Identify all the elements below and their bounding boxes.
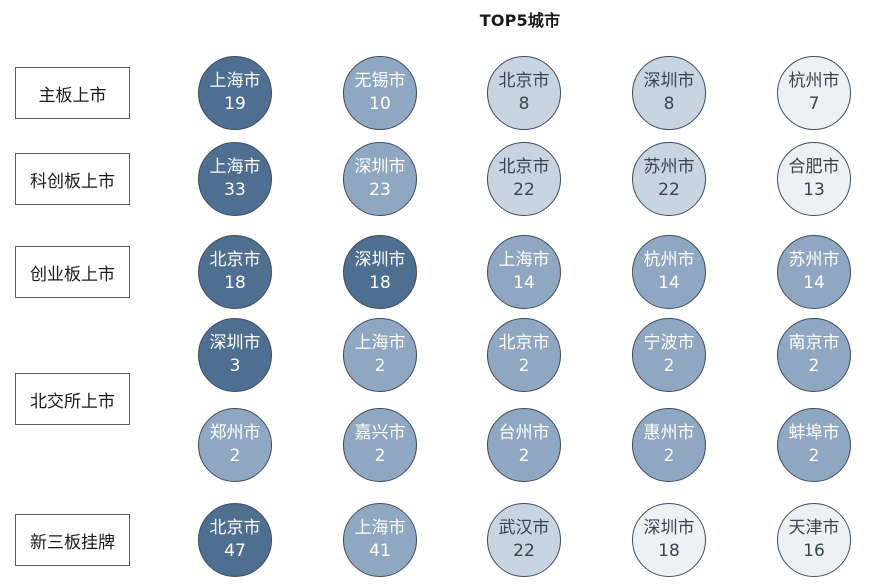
- city-name: 上海市: [354, 333, 406, 354]
- city-bubble: 合肥市 13: [777, 142, 851, 216]
- city-bubble: 深圳市 3: [198, 318, 272, 392]
- city-bubble: 台州市 2: [487, 408, 561, 482]
- city-bubble: 杭州市 14: [632, 235, 706, 309]
- city-name: 无锡市: [354, 71, 406, 92]
- city-count: 22: [658, 180, 680, 200]
- city-name: 杭州市: [788, 71, 840, 92]
- city-count: 18: [369, 273, 391, 293]
- city-name: 深圳市: [643, 71, 695, 92]
- city-count: 7: [808, 94, 820, 114]
- city-count: 2: [808, 446, 820, 466]
- city-name: 合肥市: [788, 157, 840, 178]
- chart-title: TOP5城市: [479, 11, 561, 30]
- city-count: 2: [374, 356, 386, 376]
- city-bubble: 深圳市 8: [632, 56, 706, 130]
- city-count: 41: [369, 541, 391, 561]
- city-count: 33: [224, 180, 246, 200]
- city-bubble: 北京市 47: [198, 503, 272, 577]
- city-bubble: 上海市 41: [343, 503, 417, 577]
- city-count: 14: [658, 273, 680, 293]
- city-count: 2: [518, 356, 530, 376]
- city-bubble: 北京市 22: [487, 142, 561, 216]
- board-label: 主板上市: [15, 67, 130, 119]
- city-name: 深圳市: [209, 333, 261, 354]
- city-count: 14: [803, 273, 825, 293]
- city-name: 天津市: [788, 518, 840, 539]
- city-bubble: 郑州市 2: [198, 408, 272, 482]
- city-bubble: 惠州市 2: [632, 408, 706, 482]
- city-count: 10: [369, 94, 391, 114]
- city-count: 47: [224, 541, 246, 561]
- city-name: 北京市: [209, 250, 261, 271]
- city-name: 上海市: [354, 518, 406, 539]
- city-bubble: 深圳市 23: [343, 142, 417, 216]
- city-count: 2: [663, 356, 675, 376]
- city-name: 嘉兴市: [354, 423, 406, 444]
- city-name: 上海市: [498, 250, 550, 271]
- city-name: 宁波市: [643, 333, 695, 354]
- city-count: 2: [808, 356, 820, 376]
- city-count: 2: [663, 446, 675, 466]
- city-bubble: 武汉市 22: [487, 503, 561, 577]
- board-label: 北交所上市: [15, 373, 130, 425]
- city-name: 上海市: [209, 71, 261, 92]
- city-count: 14: [513, 273, 535, 293]
- city-bubble: 苏州市 22: [632, 142, 706, 216]
- city-count: 18: [224, 273, 246, 293]
- city-name: 上海市: [209, 157, 261, 178]
- city-name: 北京市: [209, 518, 261, 539]
- city-bubble: 深圳市 18: [343, 235, 417, 309]
- city-bubble: 杭州市 7: [777, 56, 851, 130]
- city-count: 8: [518, 94, 530, 114]
- city-bubble: 深圳市 18: [632, 503, 706, 577]
- city-count: 3: [229, 356, 241, 376]
- city-name: 深圳市: [354, 250, 406, 271]
- city-name: 惠州市: [643, 423, 695, 444]
- city-count: 22: [513, 180, 535, 200]
- city-bubble: 无锡市 10: [343, 56, 417, 130]
- city-bubble: 蚌埠市 2: [777, 408, 851, 482]
- city-name: 台州市: [498, 423, 550, 444]
- city-bubble: 北京市 18: [198, 235, 272, 309]
- city-count: 16: [803, 541, 825, 561]
- city-bubble: 嘉兴市 2: [343, 408, 417, 482]
- city-count: 23: [369, 180, 391, 200]
- city-bubble: 北京市 8: [487, 56, 561, 130]
- city-count: 2: [374, 446, 386, 466]
- city-count: 2: [518, 446, 530, 466]
- city-name: 郑州市: [209, 423, 261, 444]
- city-name: 杭州市: [643, 250, 695, 271]
- city-bubble: 天津市 16: [777, 503, 851, 577]
- city-count: 22: [513, 541, 535, 561]
- city-bubble: 宁波市 2: [632, 318, 706, 392]
- board-label: 科创板上市: [15, 153, 130, 205]
- city-name: 武汉市: [498, 518, 550, 539]
- city-bubble: 上海市 14: [487, 235, 561, 309]
- city-name: 北京市: [498, 333, 550, 354]
- city-name: 深圳市: [354, 157, 406, 178]
- city-name: 苏州市: [643, 157, 695, 178]
- city-count: 13: [803, 180, 825, 200]
- city-count: 8: [663, 94, 675, 114]
- city-bubble: 上海市 2: [343, 318, 417, 392]
- board-label: 新三板挂牌: [15, 514, 130, 566]
- city-bubble: 苏州市 14: [777, 235, 851, 309]
- city-bubble: 南京市 2: [777, 318, 851, 392]
- city-name: 南京市: [788, 333, 840, 354]
- city-name: 蚌埠市: [788, 423, 840, 444]
- city-count: 18: [658, 541, 680, 561]
- city-bubble: 上海市 19: [198, 56, 272, 130]
- city-bubble: 上海市 33: [198, 142, 272, 216]
- city-name: 北京市: [498, 157, 550, 178]
- city-name: 北京市: [498, 71, 550, 92]
- city-name: 苏州市: [788, 250, 840, 271]
- city-name: 深圳市: [643, 518, 695, 539]
- city-bubble: 北京市 2: [487, 318, 561, 392]
- board-label: 创业板上市: [15, 246, 130, 298]
- city-count: 2: [229, 446, 241, 466]
- city-count: 19: [224, 94, 246, 114]
